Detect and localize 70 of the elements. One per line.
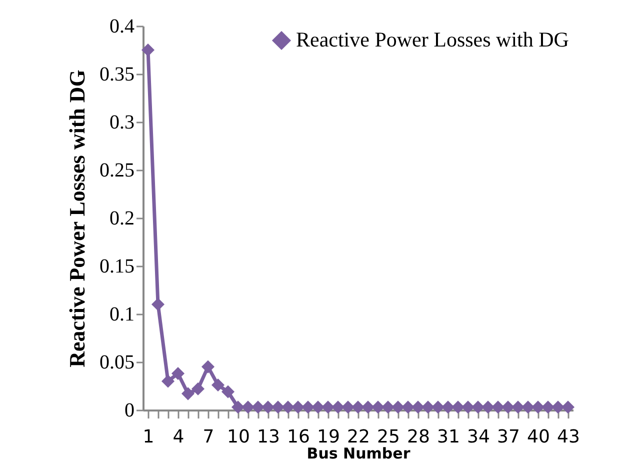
x-tick-label: 37 [497,426,520,448]
point [151,298,165,311]
point [341,400,355,414]
point [181,387,195,400]
point [251,400,265,414]
point [161,374,175,388]
point [491,400,505,414]
point [211,378,225,392]
y-tick-label: 0.2 [110,208,134,230]
point [481,400,495,414]
x-tick-label: 19 [317,426,340,448]
point [501,400,515,414]
y-tick-label: 0.1 [110,304,134,326]
x-tick-label: 7 [202,426,214,448]
point [171,367,185,380]
point [311,400,325,414]
point [351,400,365,414]
point [541,400,555,414]
point [141,43,155,57]
point [561,400,575,414]
point [431,400,445,414]
y-tick-label: 0 [124,400,134,422]
y-tick-label: 0.05 [100,352,134,374]
x-tick-label: 34 [467,426,490,448]
point [381,400,395,414]
point [531,400,545,414]
point [441,400,455,414]
point [461,400,475,414]
y-tick-label: 0.4 [110,16,134,38]
x-axis-title: Bus Number [306,444,411,462]
x-tick-label: 28 [407,426,430,448]
point [451,400,465,414]
point [281,400,295,414]
x-tick-label: 22 [347,426,370,448]
point [521,400,535,414]
x-tick-label: 10 [227,426,250,448]
point [361,400,375,414]
x-tick-label: 4 [172,426,184,448]
y-tick-label: 0.15 [100,256,134,278]
point [371,400,385,414]
point [391,400,405,414]
x-tick-label: 31 [437,426,460,448]
point [411,400,425,414]
y-axis-title: Reactive Power Losses with DG [64,70,90,368]
point [331,400,345,414]
point [201,360,215,374]
x-tick-label: 43 [557,426,580,448]
point [401,400,415,414]
legend-label: Reactive Power Losses with DG [296,28,569,52]
point [241,400,255,414]
y-tick-label: 0.3 [110,112,134,134]
point [191,382,205,396]
point [421,400,435,414]
y-tick-label: 0.25 [100,160,134,182]
x-tick-label: 16 [287,426,310,448]
point [471,400,485,414]
point [221,385,235,398]
point [511,400,525,414]
x-tick-label: 40 [527,426,550,448]
x-tick-label: 1 [142,426,154,448]
point [551,400,565,414]
point [261,400,275,414]
y-tick-label: 0.35 [100,64,134,86]
point [321,400,335,414]
x-tick-label: 25 [377,426,400,448]
point [231,400,245,414]
x-tick-label: 13 [257,426,280,448]
point [271,400,285,414]
point [291,400,305,414]
point [301,400,315,414]
